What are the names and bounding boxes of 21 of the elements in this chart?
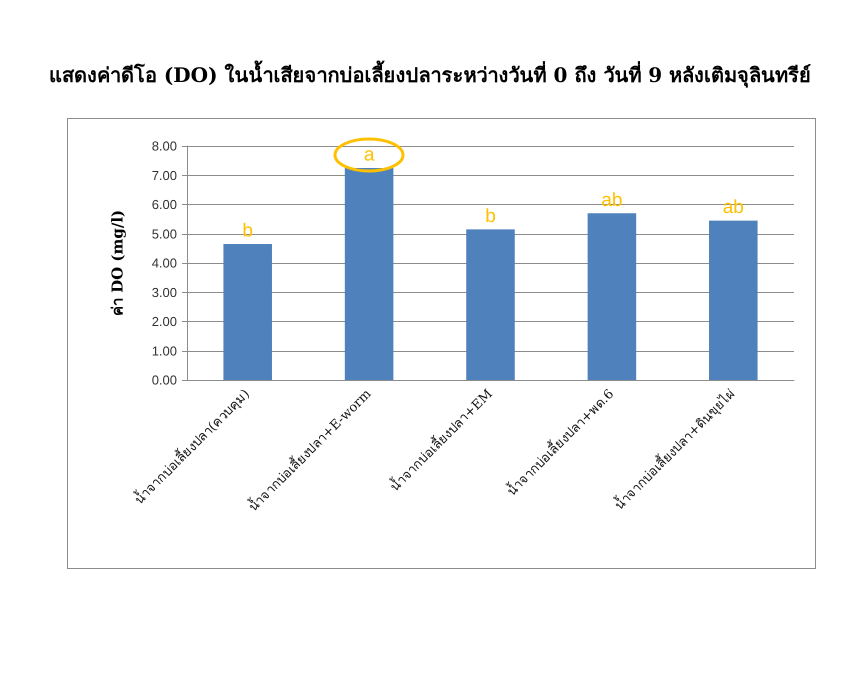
y-tick-label: 7.00: [152, 168, 177, 183]
bar: [466, 229, 515, 380]
y-tick-label: 2.00: [152, 314, 177, 329]
y-tick-label: 0.00: [152, 372, 177, 388]
y-tick-label: 8.00: [152, 138, 177, 154]
chart-title: แสดงค่าดีโอ (DO) ในน้ำเสียจากบ่อเลี้ยงปลาระหว่างวันที่ 0 ถึง วันที่ 9 หลังเติมจุลินทรีย์: [48, 60, 812, 88]
bar: [223, 244, 272, 380]
annotation: ab: [601, 190, 622, 211]
annotation: b: [485, 206, 496, 227]
annotation: ab: [722, 197, 744, 218]
y-tick-label: 3.00: [152, 284, 177, 300]
y-tick-label: 6.00: [152, 197, 177, 212]
y-tick-label: 4.00: [152, 256, 177, 270]
bar: [588, 213, 636, 380]
y-tick-label: 5.00: [152, 226, 177, 242]
annotation: b: [242, 220, 253, 242]
annotation: a: [364, 144, 375, 166]
y-tick-label: 1.00: [152, 343, 177, 358]
y-axis-title: ค่า DO (mg/l): [108, 210, 126, 316]
bar: [344, 168, 394, 380]
bar: [709, 220, 758, 380]
